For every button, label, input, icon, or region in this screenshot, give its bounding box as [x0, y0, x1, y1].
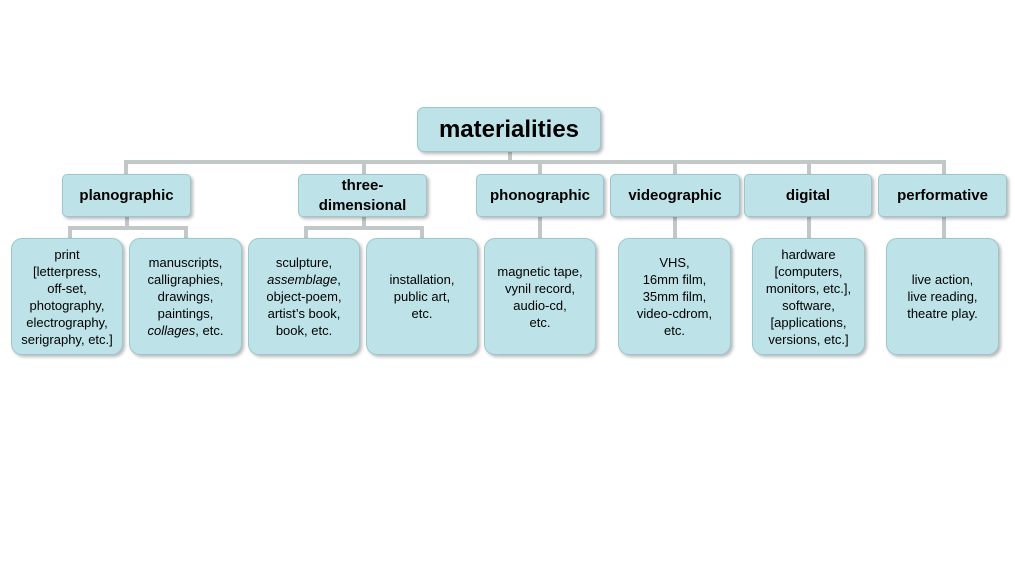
connector-line-4 — [538, 160, 542, 175]
leaf-live-action: live action, live reading, theatre play. — [886, 238, 999, 355]
connector-line-10 — [68, 226, 72, 239]
leaf-text: sculpture, assemblage, object-poem, arti… — [266, 255, 342, 338]
leaf-print: print [letterpress, off-set, photography… — [11, 238, 123, 355]
category-three-dimensional: three- dimensional — [298, 174, 427, 217]
category-performative: performative — [878, 174, 1007, 217]
category-label: three- dimensional — [318, 176, 407, 214]
connector-line-3 — [362, 160, 366, 175]
connector-line-6 — [807, 160, 811, 175]
category-planographic: planographic — [62, 174, 191, 217]
connector-line-15 — [420, 226, 424, 239]
leaf-text: magnetic tape, vynil record, audio-cd, e… — [497, 263, 583, 330]
connector-line-13 — [304, 226, 424, 230]
leaf-sculpture: sculpture, assemblage, object-poem, arti… — [248, 238, 360, 355]
connector-line-17 — [673, 216, 677, 239]
leaf-text: installation, public art, etc. — [389, 272, 455, 321]
connector-line-0 — [508, 151, 512, 163]
root-node: materialities — [417, 107, 601, 152]
leaf-text: live action, live reading, theatre play. — [907, 272, 978, 321]
connector-line-12 — [362, 216, 366, 228]
connector-line-16 — [538, 216, 542, 239]
category-label: planographic — [79, 186, 174, 204]
connector-line-7 — [942, 160, 946, 175]
leaf-manuscripts: manuscripts, calligraphies, drawings, pa… — [129, 238, 242, 355]
leaf-text: hardware [computers, monitors, etc.], so… — [765, 246, 852, 347]
leaf-text: VHS, 16mm film, 35mm film, video-cdrom, … — [636, 255, 713, 338]
connector-line-18 — [807, 216, 811, 239]
category-label: performative — [897, 186, 988, 204]
category-label: digital — [785, 186, 831, 204]
connector-line-8 — [125, 216, 129, 228]
category-videographic: videographic — [610, 174, 740, 217]
leaf-magnetic-tape: magnetic tape, vynil record, audio-cd, e… — [484, 238, 596, 355]
connector-line-5 — [673, 160, 677, 175]
connector-line-2 — [124, 160, 128, 175]
category-label: phonographic — [490, 186, 590, 204]
category-label: videographic — [628, 186, 722, 204]
leaf-hardware: hardware [computers, monitors, etc.], so… — [752, 238, 865, 355]
leaf-installation: installation, public art, etc. — [366, 238, 478, 355]
category-phonographic: phonographic — [476, 174, 604, 217]
connector-line-19 — [942, 216, 946, 239]
leaf-text: print [letterpress, off-set, photography… — [21, 246, 113, 347]
leaf-text: manuscripts, calligraphies, drawings, pa… — [147, 255, 224, 338]
connector-line-14 — [304, 226, 308, 239]
leaf-vhs: VHS, 16mm film, 35mm film, video-cdrom, … — [618, 238, 731, 355]
connector-line-11 — [184, 226, 188, 239]
connector-line-1 — [124, 160, 946, 164]
category-digital: digital — [744, 174, 872, 217]
connector-line-9 — [68, 226, 188, 230]
